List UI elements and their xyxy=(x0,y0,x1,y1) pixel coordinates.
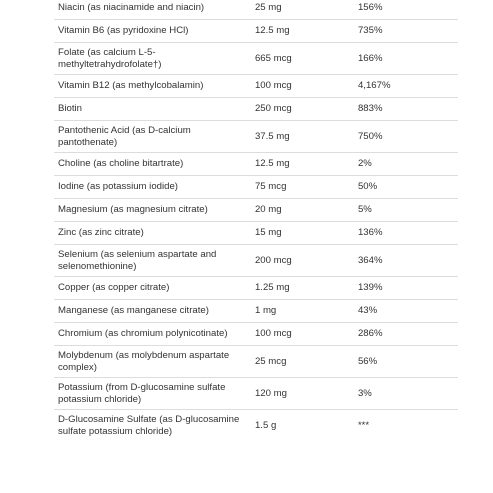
nutrient-daily-value: 156% xyxy=(353,0,458,20)
nutrient-daily-value: 139% xyxy=(353,276,458,300)
table-row: Choline (as choline bitartrate) 12.5 mg … xyxy=(54,152,458,176)
nutrient-amount: 200 mcg xyxy=(250,244,354,277)
nutrient-daily-value: 166% xyxy=(353,42,458,75)
table-row: Potassium (from D-glucosamine sulfate po… xyxy=(54,377,458,410)
supplement-facts-table: Niacin (as niacinamide and niacin) 25 mg… xyxy=(54,0,458,441)
table-row: Copper (as copper citrate) 1.25 mg 139% xyxy=(54,276,458,300)
nutrient-name: Chromium (as chromium polynicotinate) xyxy=(54,322,251,346)
nutrient-name: Niacin (as niacinamide and niacin) xyxy=(54,0,251,20)
nutrient-name: Potassium (from D-glucosamine sulfate po… xyxy=(54,377,251,410)
nutrient-daily-value: 364% xyxy=(353,244,458,277)
nutrient-name: Zinc (as zinc citrate) xyxy=(54,221,251,245)
nutrient-name: Choline (as choline bitartrate) xyxy=(54,152,251,176)
nutrient-amount: 250 mcg xyxy=(250,97,354,121)
table-row: Vitamin B6 (as pyridoxine HCl) 12.5 mg 7… xyxy=(54,19,458,43)
nutrient-name: D-Glucosamine Sulfate (as D-glucosamine … xyxy=(58,413,240,437)
nutrient-name: Selenium (as selenium aspartate and sele… xyxy=(54,244,251,277)
nutrient-name: Copper (as copper citrate) xyxy=(54,276,251,300)
nutrient-amount: 1.25 mg xyxy=(250,276,354,300)
nutrient-amount: 25 mg xyxy=(250,0,354,20)
nutrient-amount: 12.5 mg xyxy=(250,152,354,176)
nutrient-amount: 75 mcg xyxy=(250,175,354,199)
nutrient-amount: 120 mg xyxy=(250,377,354,410)
table-row: Magnesium (as magnesium citrate) 20 mg 5… xyxy=(54,198,458,222)
nutrient-amount: 25 mcg xyxy=(250,345,354,378)
nutrient-daily-value: 2% xyxy=(353,152,458,176)
table-row: Folate (as calcium L-5-methyltetrahydrof… xyxy=(54,42,458,75)
nutrient-daily-value: 136% xyxy=(353,221,458,245)
nutrient-name: Pantothenic Acid (as D-calcium pantothen… xyxy=(54,120,251,153)
table-row: Biotin 250 mcg 883% xyxy=(54,97,458,121)
table-row: Selenium (as selenium aspartate and sele… xyxy=(54,244,458,277)
table-row: Vitamin B12 (as methylcobalamin) 100 mcg… xyxy=(54,74,458,98)
table-row: Molybdenum (as molybdenum aspartate comp… xyxy=(54,345,458,378)
nutrient-name: Vitamin B12 (as methylcobalamin) xyxy=(54,74,251,98)
nutrient-amount: 37.5 mg xyxy=(250,120,354,153)
nutrient-amount: 12.5 mg xyxy=(250,19,354,43)
nutrient-name: Manganese (as manganese citrate) xyxy=(54,299,251,323)
nutrient-daily-value: 4,167% xyxy=(353,74,458,98)
nutrient-name: Molybdenum (as molybdenum aspartate comp… xyxy=(54,345,251,378)
nutrient-name: Biotin xyxy=(54,97,251,121)
nutrient-daily-value: 750% xyxy=(353,120,458,153)
nutrient-name: Vitamin B6 (as pyridoxine HCl) xyxy=(54,19,251,43)
nutrient-daily-value: 883% xyxy=(353,97,458,121)
nutrient-daily-value: 56% xyxy=(353,345,458,378)
nutrient-amount: 100 mcg xyxy=(250,322,354,346)
nutrient-daily-value: 43% xyxy=(353,299,458,323)
nutrient-amount: 1 mg xyxy=(250,299,354,323)
nutrient-amount: 20 mg xyxy=(250,198,354,222)
table-row: Zinc (as zinc citrate) 15 mg 136% xyxy=(54,221,458,245)
nutrient-name: Folate (as calcium L-5-methyltetrahydrof… xyxy=(54,42,251,75)
nutrient-daily-value: 50% xyxy=(353,175,458,199)
nutrient-daily-value: 735% xyxy=(353,19,458,43)
nutrient-daily-value: 286% xyxy=(353,322,458,346)
nutrient-daily-value: *** xyxy=(357,419,370,431)
table-row: D-Glucosamine Sulfate (as D-glucosamine … xyxy=(54,410,458,442)
table-row: Iodine (as potassium iodide) 75 mcg 50% xyxy=(54,175,458,199)
nutrient-amount: 15 mg xyxy=(250,221,354,245)
table-row: Chromium (as chromium polynicotinate) 10… xyxy=(54,322,458,346)
nutrient-amount: 665 mcg xyxy=(250,42,354,75)
nutrient-name: Iodine (as potassium iodide) xyxy=(54,175,251,199)
nutrient-amount: 1.5 g xyxy=(254,419,277,431)
table-row: Manganese (as manganese citrate) 1 mg 43… xyxy=(54,299,458,323)
table-row: Pantothenic Acid (as D-calcium pantothen… xyxy=(54,120,458,153)
nutrient-daily-value: 3% xyxy=(353,377,458,410)
table-row: Niacin (as niacinamide and niacin) 25 mg… xyxy=(54,0,458,20)
nutrient-daily-value: 5% xyxy=(353,198,458,222)
nutrient-amount: 100 mcg xyxy=(250,74,354,98)
nutrient-name: Magnesium (as magnesium citrate) xyxy=(54,198,251,222)
